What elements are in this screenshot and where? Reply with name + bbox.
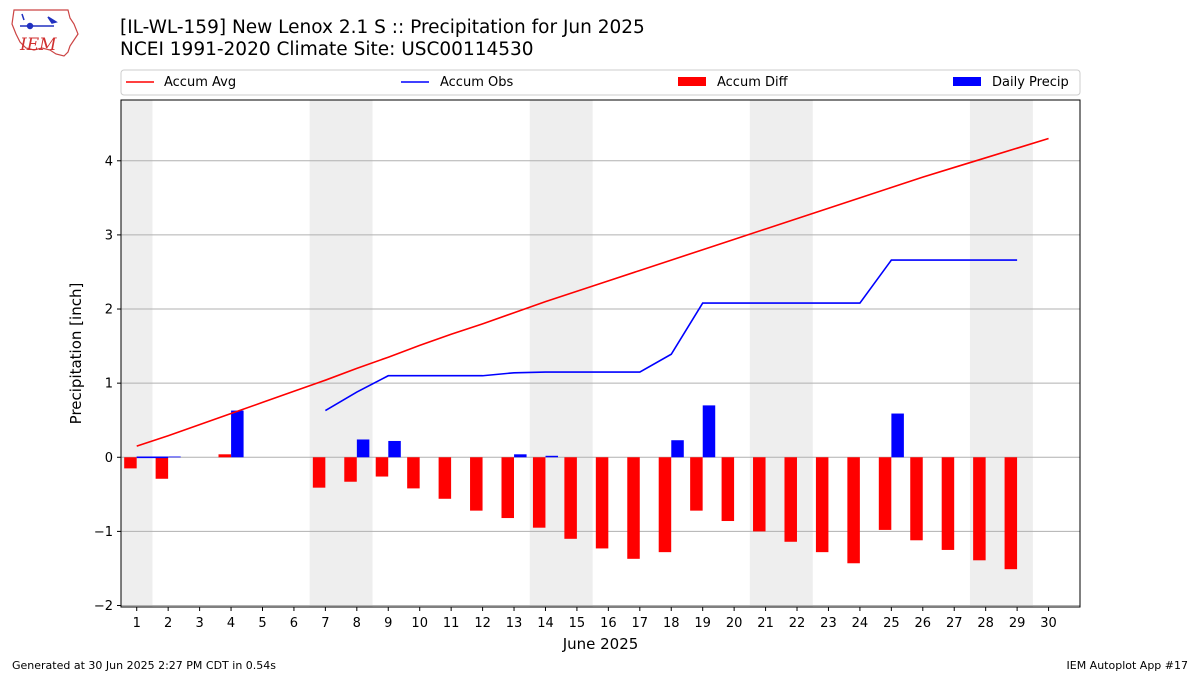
accum-diff-bar (218, 454, 232, 458)
accum-diff-bar (690, 457, 703, 511)
x-tick-label: 21 (757, 616, 774, 631)
generated-timestamp: Generated at 30 Jun 2025 2:27 PM CDT in … (12, 659, 277, 672)
logo-text: IEM (19, 35, 57, 55)
accum-diff-bar (721, 457, 735, 522)
y-tick-label: 0 (105, 451, 113, 466)
x-tick-label: 28 (977, 616, 994, 631)
legend-swatch-accum-diff (678, 77, 706, 86)
x-tick-label: 7 (321, 616, 329, 631)
chart-subtitle: NCEI 1991-2020 Climate Site: USC00114530 (120, 39, 534, 60)
weekend-shade (309, 100, 373, 607)
accum-diff-bar (155, 457, 169, 479)
y-tick-label: 1 (105, 377, 113, 392)
accum-diff-bar (847, 457, 860, 564)
x-tick-label: 13 (506, 616, 523, 631)
x-tick-label: 19 (694, 616, 711, 631)
accum-diff-bar (532, 457, 546, 528)
accum-diff-bar (438, 457, 452, 499)
weekend-shade (121, 100, 153, 607)
plot-frame (120, 99, 1081, 608)
accum-diff-bar (941, 457, 955, 550)
x-tick-label: 8 (353, 616, 361, 631)
x-tick-label: 9 (384, 616, 392, 631)
daily-precip-bar (671, 440, 684, 458)
accum-diff-bar (627, 457, 640, 559)
accum-diff-bar (564, 457, 577, 539)
accum-diff-bar (973, 457, 986, 561)
accum-diff-bar (1004, 457, 1018, 570)
accum-avg-line (136, 137, 1049, 447)
x-tick-label: 27 (946, 616, 963, 631)
x-tick-label: 16 (600, 616, 617, 631)
accum-obs-line (324, 259, 1018, 412)
x-tick-label: 5 (258, 616, 266, 631)
illinois-outline (11, 9, 79, 57)
legend-label-daily-precip: Daily Precip (992, 75, 1069, 90)
x-tick-label: 15 (569, 616, 586, 631)
chart-title: [IL-WL-159] New Lenox 2.1 S :: Precipita… (120, 17, 645, 38)
y-tick-label: −1 (94, 525, 113, 540)
accum-diff-bar (784, 457, 797, 542)
daily-precip-bar (231, 410, 244, 458)
x-tick-label: 3 (195, 616, 203, 631)
x-tick-label: 25 (883, 616, 900, 631)
accum-diff-bar (595, 457, 609, 549)
x-tick-label: 14 (537, 616, 554, 631)
x-tick-label: 26 (915, 616, 932, 631)
accum-diff-bar (501, 457, 514, 519)
accum-diff-bar (124, 457, 137, 469)
accum-diff-bar (815, 457, 829, 553)
x-tick-label: 23 (820, 616, 837, 631)
accum-diff-bar (312, 457, 326, 488)
daily-precip-bar (168, 456, 181, 458)
daily-precip-bar (388, 440, 401, 458)
x-tick-label: 20 (726, 616, 743, 631)
x-tick-label: 24 (852, 616, 869, 631)
x-tick-label: 1 (133, 616, 141, 631)
accum-diff-bar (344, 457, 357, 482)
legend-swatch-daily-precip (953, 77, 981, 86)
x-axis-label: June 2025 (562, 635, 639, 653)
accum-diff-bar (910, 457, 923, 541)
daily-precip-bar (702, 405, 716, 458)
weather-instrument-icon (20, 13, 58, 30)
accum-diff-bar (753, 457, 766, 532)
x-tick-label: 18 (663, 616, 680, 631)
x-tick-label: 12 (474, 616, 491, 631)
legend-box (120, 69, 1081, 96)
x-tick-label: 30 (1040, 616, 1057, 631)
x-tick-label: 10 (411, 616, 428, 631)
x-tick-label: 2 (164, 616, 172, 631)
y-tick-label: 2 (105, 303, 113, 318)
accum-diff-bar (375, 457, 389, 477)
iem-logo: IEM (11, 9, 79, 57)
y-tick-label: 3 (105, 228, 113, 243)
x-tick-label: 11 (443, 616, 460, 631)
accum-diff-bar (658, 457, 672, 553)
x-tick-label: 17 (632, 616, 649, 631)
x-tick-label: 29 (1009, 616, 1026, 631)
accum-diff-bar (407, 457, 420, 489)
daily-precip-bar (356, 439, 370, 458)
accum-diff-bar (878, 457, 892, 530)
legend-label-accum-diff: Accum Diff (717, 75, 789, 90)
daily-precip-bar (891, 413, 904, 458)
app-credit: IEM Autoplot App #17 (1066, 659, 1189, 672)
daily-precip-bar (514, 454, 527, 458)
x-tick-label: 22 (789, 616, 806, 631)
daily-precip-bar (545, 455, 559, 458)
legend-label-accum-obs: Accum Obs (440, 75, 513, 90)
y-axis-label: Precipitation [inch] (67, 283, 85, 425)
accum-diff-bar (470, 457, 483, 511)
y-tick-label: 4 (105, 154, 113, 169)
x-tick-label: 6 (290, 616, 298, 631)
x-tick-label: 4 (227, 616, 235, 631)
y-tick-label: −2 (94, 599, 113, 614)
legend-label-accum-avg: Accum Avg (164, 75, 236, 90)
